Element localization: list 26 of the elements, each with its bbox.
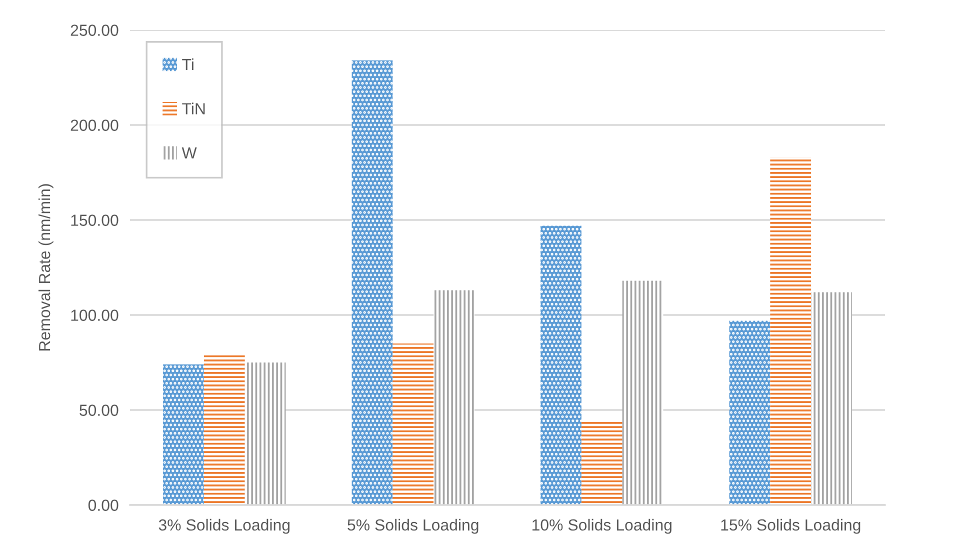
bar bbox=[622, 280, 664, 505]
x-tick-label: 10% Solids Loading bbox=[532, 518, 672, 534]
y-tick-label: 0.00 bbox=[88, 500, 118, 511]
x-tick-label: 5% Solids Loading bbox=[348, 518, 478, 534]
x-tick-label: 3% Solids Loading bbox=[158, 518, 290, 534]
bar bbox=[163, 364, 204, 505]
bar bbox=[581, 421, 622, 505]
y-tick-label: 100.00 bbox=[71, 310, 118, 321]
legend-label: Ti bbox=[182, 58, 194, 70]
bar bbox=[392, 344, 434, 505]
y-tick-label: 50.00 bbox=[80, 404, 118, 416]
bar bbox=[811, 292, 852, 505]
bar bbox=[434, 290, 474, 505]
y-tick-label: 150.00 bbox=[71, 214, 118, 226]
y-tick-label: 250.00 bbox=[70, 24, 118, 36]
x-tick-label: 15% Solids Loading bbox=[721, 518, 860, 534]
y-tick-label: 200.00 bbox=[70, 120, 118, 131]
bar bbox=[244, 362, 286, 505]
bar bbox=[540, 226, 582, 505]
y-axis-title: Removal Rate (nm/min) bbox=[38, 184, 54, 351]
bar bbox=[770, 157, 812, 505]
legend-label: TiN bbox=[182, 102, 205, 114]
bar bbox=[729, 320, 770, 505]
bar bbox=[204, 354, 245, 505]
legend-label: W bbox=[182, 147, 197, 158]
bar bbox=[352, 60, 393, 505]
